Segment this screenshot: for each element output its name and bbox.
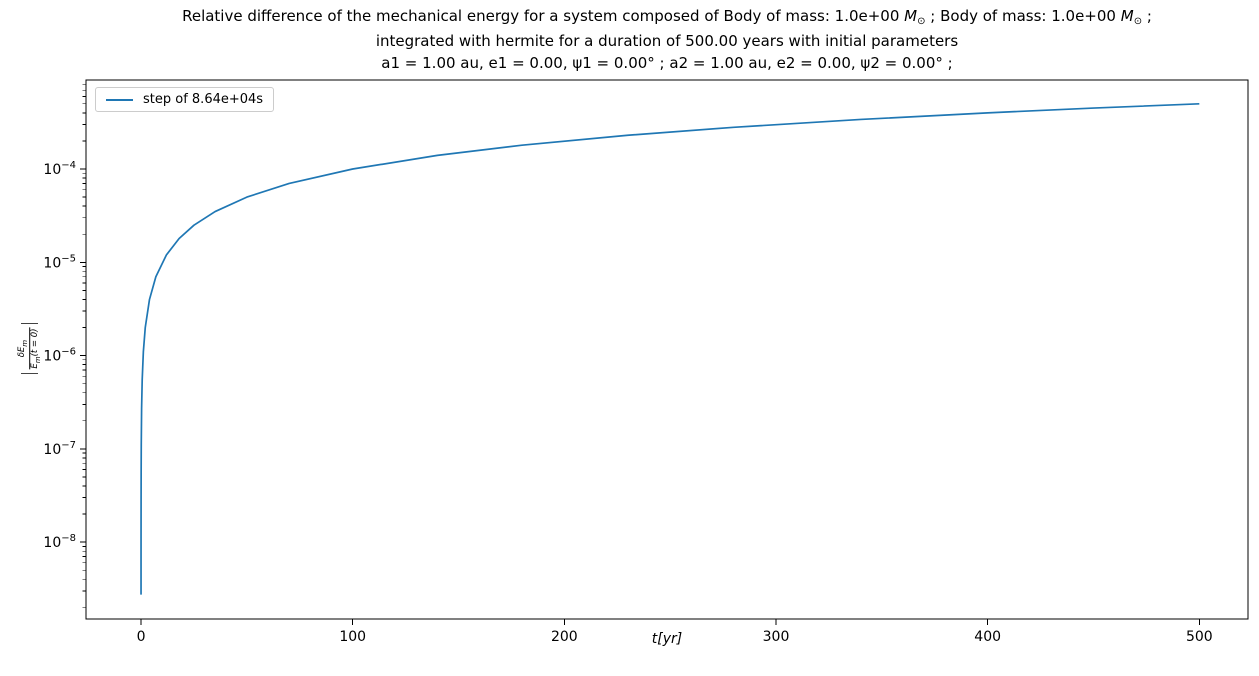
- x-tick-label: 400: [974, 629, 1001, 645]
- legend-label: step of 8.64e+04s: [143, 92, 264, 107]
- y-tick-label: 10−4: [43, 160, 76, 178]
- chart-title: Relative difference of the mechanical en…: [86, 5, 1248, 74]
- y-tick-label: 10−5: [43, 253, 76, 271]
- ylabel-fraction: δEm Em(t = 0): [17, 327, 43, 371]
- title-line-2: integrated with hermite for a duration o…: [375, 32, 959, 50]
- legend: step of 8.64e+04s: [95, 87, 275, 112]
- mass-symbol: M: [904, 7, 918, 25]
- title-line-3: a1 = 1.00 au, e1 = 0.00, ψ1 = 0.00° ; a2…: [381, 54, 953, 72]
- mass-symbol: M: [1120, 7, 1134, 25]
- y-axis-label: | δEm Em(t = 0) |: [2, 318, 43, 380]
- y-tick-label: 10−6: [43, 347, 76, 365]
- legend-line-sample: [106, 98, 133, 101]
- x-tick-label: 500: [1186, 629, 1213, 645]
- energy-curve: [140, 102, 1200, 595]
- x-tick-label: 300: [763, 629, 790, 645]
- x-tick-label: 0: [137, 629, 146, 645]
- title-line-1-mid: ; Body of mass: 1.0e+00: [925, 7, 1121, 25]
- title-line-1-text: Relative difference of the mechanical en…: [182, 7, 905, 25]
- y-tick-label: 10−7: [43, 440, 76, 458]
- x-axis-label: t[yr]: [651, 631, 683, 647]
- plot-frame: [85, 79, 1249, 620]
- x-tick-label: 200: [551, 629, 578, 645]
- x-tick-label: 100: [339, 629, 366, 645]
- title-line-1: Relative difference of the mechanical en…: [86, 5, 1248, 30]
- abs-bar-right: |: [19, 321, 40, 327]
- y-tick-label: 10−8: [43, 533, 76, 551]
- title-line-1-suffix: ;: [1142, 7, 1152, 25]
- sun-symbol: ⊙: [1133, 16, 1143, 27]
- abs-bar-left: |: [19, 371, 40, 377]
- sun-symbol: ⊙: [917, 16, 926, 27]
